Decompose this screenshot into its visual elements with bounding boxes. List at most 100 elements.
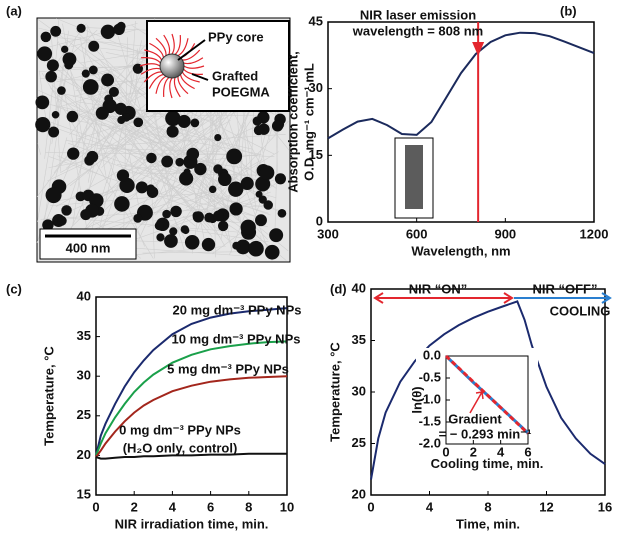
- particle: [240, 176, 254, 191]
- texture: [61, 75, 91, 252]
- particle: [45, 70, 57, 83]
- texture: [55, 88, 118, 109]
- texture: [58, 41, 145, 247]
- polymer-chain: [177, 38, 189, 57]
- particle: [177, 114, 191, 128]
- particle: [179, 171, 194, 186]
- polymer-chain: [177, 76, 189, 95]
- annotation: wavelength = 808 nm: [352, 23, 483, 38]
- particle: [218, 172, 232, 187]
- particle: [154, 221, 164, 231]
- y-axis-label: Temperature, °C: [327, 342, 342, 442]
- y-tick-label: -2.0: [419, 435, 441, 450]
- x-tick-label: 6: [524, 444, 531, 459]
- y-tick-label: 15: [309, 147, 323, 162]
- y-tick-label: 0: [316, 213, 323, 228]
- particle: [116, 169, 130, 182]
- polymer-chain: [183, 65, 205, 69]
- inset-label: Grafted: [212, 68, 258, 83]
- particle: [240, 219, 256, 235]
- particle: [164, 234, 178, 248]
- texture: [80, 69, 213, 238]
- texture: [106, 134, 286, 147]
- particle: [95, 106, 109, 120]
- particle: [213, 164, 223, 174]
- pointer: [177, 39, 206, 61]
- particle: [274, 173, 287, 185]
- series-line: [327, 31, 595, 140]
- x-tick-label: 0: [442, 444, 449, 459]
- texture: [176, 117, 253, 233]
- x-tick-label: 12: [539, 499, 553, 514]
- particle: [201, 237, 216, 252]
- pointer: [469, 391, 484, 414]
- x-axis-label: Time, min.: [456, 516, 520, 531]
- y-axis-label: ln(θ): [409, 386, 424, 413]
- x-tick-label: 16: [598, 499, 612, 514]
- inset-label: PPy core: [208, 29, 264, 44]
- series-line: [95, 452, 287, 460]
- texture: [59, 129, 140, 174]
- particle: [35, 117, 51, 133]
- particle: [269, 228, 284, 243]
- texture: [112, 79, 216, 207]
- particle: [37, 46, 53, 62]
- particle: [194, 162, 207, 176]
- annotation: COOLING: [550, 303, 611, 318]
- polymer-chain: [163, 34, 171, 55]
- particle: [35, 95, 50, 110]
- polymer-chain: [139, 63, 161, 67]
- particle: [114, 102, 127, 115]
- particle: [100, 24, 116, 39]
- particle: [232, 241, 241, 250]
- particle: [213, 210, 224, 222]
- texture: [46, 125, 258, 223]
- texture: [57, 155, 111, 180]
- panel-label: (a): [6, 3, 22, 18]
- texture: [97, 148, 221, 152]
- particle: [135, 181, 148, 194]
- annotation: = − 0.293 min⁻¹: [439, 426, 532, 441]
- particle: [192, 211, 204, 223]
- annotation: (H₂O only, control): [123, 440, 238, 455]
- texture: [56, 36, 77, 118]
- x-tick-label: 900: [494, 226, 516, 241]
- particle: [165, 110, 181, 127]
- x-axis-label: NIR irradiation time, min.: [115, 516, 269, 531]
- texture: [207, 120, 289, 208]
- particle: [271, 120, 284, 132]
- plot-frame: [95, 296, 288, 496]
- x-tick-label: 4: [426, 499, 434, 514]
- y-tick-label: 20: [352, 486, 366, 501]
- particle: [57, 86, 66, 95]
- particle: [217, 220, 229, 232]
- panel-label: (c): [6, 281, 22, 296]
- polymer-chain: [173, 77, 181, 98]
- particle: [255, 176, 271, 192]
- particle: [253, 125, 264, 136]
- particle: [208, 185, 217, 194]
- particle: [50, 25, 62, 37]
- texture: [209, 98, 224, 202]
- texture: [153, 112, 174, 202]
- particle: [40, 31, 52, 43]
- texture: [53, 37, 163, 49]
- polymer-chain: [182, 49, 201, 61]
- polymer-chain: [174, 35, 181, 55]
- inset-background: [416, 348, 538, 474]
- particle: [263, 200, 273, 210]
- particle: [66, 110, 79, 123]
- texture: [66, 71, 129, 178]
- x-tick-label: 0: [367, 499, 374, 514]
- texture: [37, 143, 41, 155]
- texture: [100, 90, 154, 234]
- series-label: 0 mg dm⁻³ PPy NPs: [119, 422, 241, 437]
- annotation: NIR “ON”: [409, 281, 468, 296]
- series-line: [370, 300, 606, 480]
- texture: [41, 72, 154, 259]
- y-tick-label: 35: [352, 332, 366, 347]
- y-tick-label: 40: [352, 280, 366, 295]
- polymer-chain: [171, 33, 175, 55]
- polymer-chain: [144, 49, 163, 61]
